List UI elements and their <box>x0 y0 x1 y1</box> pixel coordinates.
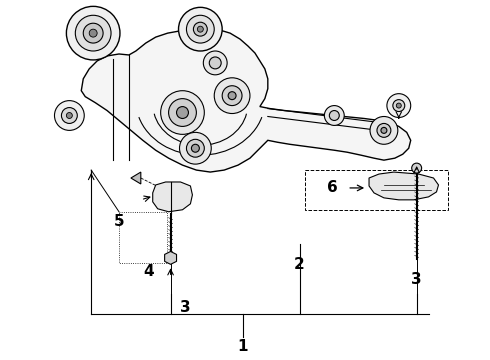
Circle shape <box>179 132 211 164</box>
Circle shape <box>370 117 398 144</box>
Polygon shape <box>131 172 141 184</box>
Circle shape <box>187 15 214 43</box>
Circle shape <box>214 78 250 113</box>
Text: 1: 1 <box>238 339 248 354</box>
Polygon shape <box>369 172 439 200</box>
Circle shape <box>203 51 227 75</box>
Text: 2: 2 <box>294 257 305 272</box>
Circle shape <box>222 86 242 105</box>
Circle shape <box>178 7 222 51</box>
Circle shape <box>329 111 339 121</box>
Bar <box>305 170 448 210</box>
Circle shape <box>194 22 207 36</box>
Circle shape <box>396 103 401 108</box>
Circle shape <box>412 163 421 173</box>
Circle shape <box>387 94 411 117</box>
Circle shape <box>83 23 103 43</box>
Text: 6: 6 <box>327 180 338 195</box>
Circle shape <box>377 123 391 137</box>
Circle shape <box>66 6 120 60</box>
Polygon shape <box>81 29 411 172</box>
Circle shape <box>75 15 111 51</box>
Text: 5: 5 <box>114 214 124 229</box>
Circle shape <box>209 57 221 69</box>
Circle shape <box>161 91 204 134</box>
Circle shape <box>393 100 405 112</box>
Bar <box>119 212 167 264</box>
Circle shape <box>324 105 344 125</box>
Text: 4: 4 <box>144 264 154 279</box>
Polygon shape <box>165 251 176 264</box>
Text: 3: 3 <box>180 300 191 315</box>
Circle shape <box>176 107 189 118</box>
Circle shape <box>197 26 203 32</box>
Circle shape <box>187 139 204 157</box>
Circle shape <box>89 29 97 37</box>
Circle shape <box>169 99 196 126</box>
Circle shape <box>228 92 236 100</box>
Circle shape <box>54 100 84 130</box>
Circle shape <box>66 113 73 118</box>
Text: 3: 3 <box>411 272 422 287</box>
Polygon shape <box>153 182 193 212</box>
Circle shape <box>381 127 387 133</box>
Circle shape <box>192 144 199 152</box>
Circle shape <box>61 108 77 123</box>
